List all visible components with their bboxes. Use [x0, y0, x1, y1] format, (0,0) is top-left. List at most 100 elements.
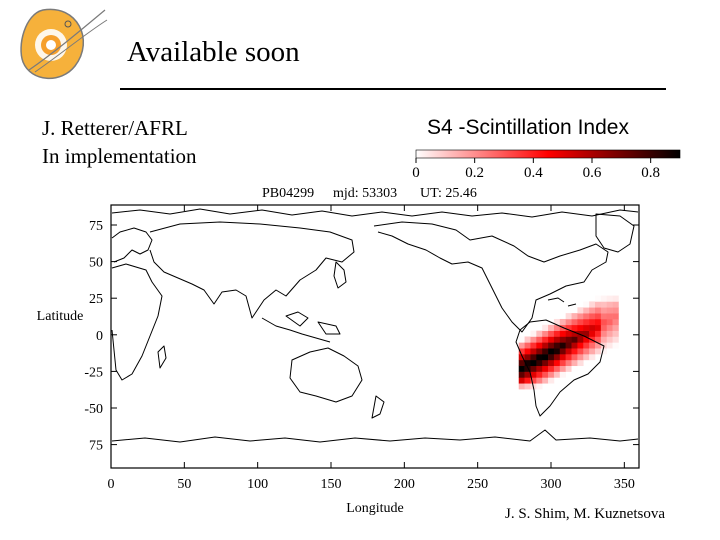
scintillation-cell [559, 342, 566, 349]
scintillation-cell [589, 313, 596, 320]
scintillation-cell [565, 365, 572, 372]
scintillation-cell [612, 324, 619, 331]
scintillation-cell [606, 313, 613, 320]
scintillation-cell [530, 336, 537, 343]
scintillation-cell [577, 330, 584, 337]
scintillation-cell [583, 342, 590, 349]
scintillation-cell [530, 348, 537, 355]
scintillation-cell [571, 359, 578, 367]
scintillation-cell [542, 354, 549, 361]
scintillation-cell [600, 313, 608, 320]
japan-coast [333, 261, 347, 289]
scintillation-cell [583, 330, 590, 337]
scintillation-region [518, 295, 619, 390]
scintillation-cell [518, 336, 525, 343]
x-tick-label: 350 [614, 477, 635, 492]
scintillation-cell [612, 318, 619, 326]
scintillation-cell [595, 330, 602, 337]
x-tick-label: 200 [394, 477, 415, 492]
scintillation-cell [559, 359, 566, 367]
scintillation-cell [571, 330, 578, 337]
scintillation-cell [536, 359, 543, 367]
europe-coast [111, 227, 153, 263]
y-tick-label: 75 [89, 219, 103, 234]
scintillation-cell [577, 348, 584, 355]
scintillation-cell [577, 342, 584, 349]
scintillation-cell [518, 365, 525, 372]
footer-credit: J. S. Shim, M. Kuznetsova [505, 506, 666, 522]
antarctica-coast [111, 429, 639, 443]
scintillation-cell [600, 307, 608, 314]
scintillation-cell [589, 330, 596, 337]
scintillation-cell [530, 330, 537, 337]
colorbar-tick-label: 0 [412, 165, 420, 181]
scintillation-cell [548, 365, 555, 372]
scintillation-cell [577, 318, 584, 326]
scintillation-cell [553, 348, 561, 355]
scintillation-cell [524, 354, 531, 361]
colorbar [415, 149, 681, 159]
scintillation-cell [595, 324, 602, 331]
scintillation-cell [600, 295, 608, 302]
scintillation-cell [518, 377, 525, 384]
scintillation-cell [530, 359, 537, 367]
scintillation-cell [559, 365, 566, 372]
scintillation-cell [606, 342, 613, 349]
scintillation-cell [548, 354, 555, 361]
scintillation-cell [577, 324, 584, 331]
scintillation-cell [595, 313, 602, 320]
scintillation-cell [530, 354, 537, 361]
scintillation-cell [606, 330, 613, 337]
scintillation-cell [530, 371, 537, 378]
asia-coast [149, 221, 355, 319]
scintillation-cell [548, 342, 555, 349]
scintillation-cell [542, 371, 549, 378]
scintillation-cell [583, 301, 590, 308]
credit-line-2: In implementation [42, 144, 197, 168]
scintillation-cell [536, 336, 543, 343]
scintillation-cell [589, 324, 596, 331]
scintillation-cell [589, 342, 596, 349]
indonesia-coast [261, 311, 341, 343]
scintillation-cell [565, 324, 572, 331]
scintillation-cell [548, 330, 555, 337]
scintillation-cell [600, 324, 608, 331]
map-run-label: PB04299 [262, 186, 314, 201]
scintillation-cell [553, 365, 561, 372]
scintillation-cell [577, 359, 584, 367]
x-tick-label: 50 [177, 477, 191, 492]
x-tick-label: 100 [247, 477, 268, 492]
scintillation-cell [571, 336, 578, 343]
scintillation-cell [571, 348, 578, 355]
scintillation-cell [536, 383, 543, 390]
colorbar-tick-label: 0.2 [465, 165, 484, 181]
scintillation-cell [571, 342, 578, 349]
y-tick-label: -25 [84, 365, 103, 380]
scintillation-cell [577, 336, 584, 343]
scintillation-cell [583, 307, 590, 314]
scintillation-cell [571, 313, 578, 320]
scintillation-cell [548, 324, 555, 331]
scintillation-cell [600, 348, 608, 355]
scintillation-cell [583, 348, 590, 355]
scintillation-cell [589, 301, 596, 308]
scintillation-cell [548, 336, 555, 343]
new-zealand-coast [371, 395, 385, 419]
scintillation-cell [536, 348, 543, 355]
scintillation-cell [606, 301, 613, 308]
scintillation-cell [595, 336, 602, 343]
north-america-coast [373, 221, 609, 333]
scintillation-cell [518, 348, 525, 355]
scintillation-cell [548, 371, 555, 378]
scintillation-cell [571, 365, 578, 372]
scintillation-cell [524, 365, 531, 372]
map-ut-label: UT: 25.46 [420, 186, 477, 201]
scintillation-cell [559, 348, 566, 355]
colorbar-tick-label: 0.8 [641, 165, 660, 181]
arctic-coast [111, 208, 639, 218]
credit-line-1: J. Retterer/AFRL [42, 116, 188, 140]
scintillation-cell [553, 342, 561, 349]
scintillation-cell [524, 377, 531, 384]
scintillation-cell [583, 318, 590, 326]
